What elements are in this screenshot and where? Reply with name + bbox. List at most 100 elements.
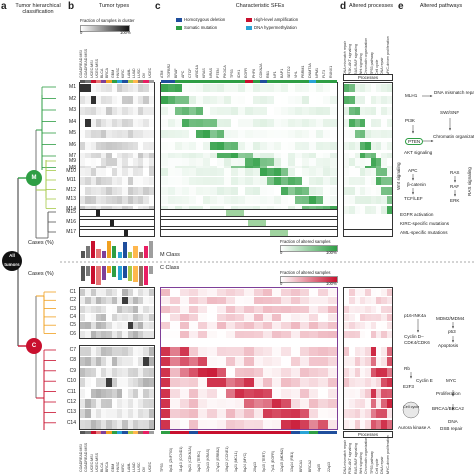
sfe-cell-c bbox=[272, 289, 282, 296]
process-cell-c bbox=[381, 297, 387, 305]
cluster-label: M13 bbox=[66, 196, 76, 202]
sfe-type-swatch bbox=[266, 80, 274, 83]
sfe-type-swatch bbox=[315, 80, 323, 83]
sfe-cell-m bbox=[196, 158, 204, 166]
sfe-cell-c bbox=[272, 330, 282, 338]
sfe-cell-m bbox=[203, 186, 211, 195]
m-scale-title: Fraction of altered samples bbox=[280, 239, 331, 244]
sfe-cell-m bbox=[168, 141, 176, 150]
tumor-type-cell bbox=[106, 158, 112, 166]
sfe-type-swatch bbox=[207, 431, 217, 434]
sfe-label-c: 7p11 (EGFR) bbox=[271, 450, 276, 472]
sfe-cell-m bbox=[266, 196, 274, 204]
cluster-label: M3 bbox=[69, 107, 76, 113]
sfe-cell-m bbox=[161, 167, 169, 176]
sfe-cell-m bbox=[315, 84, 323, 92]
sfe-cell-m bbox=[280, 167, 288, 176]
process-cell-c bbox=[370, 378, 376, 388]
tumor-type-cell bbox=[90, 388, 96, 398]
tumor-type-cell bbox=[95, 177, 102, 185]
process-cell-m bbox=[386, 84, 392, 92]
tumor-type-cell bbox=[138, 289, 144, 296]
tumor-type-cell bbox=[95, 378, 102, 388]
tumor-type-label: LAML bbox=[126, 462, 131, 472]
sfe-cell-c bbox=[327, 330, 337, 338]
tumor-type-cell bbox=[138, 158, 144, 166]
sfe-cell-c bbox=[318, 378, 328, 388]
process-cell-m bbox=[386, 118, 392, 127]
legend-label: DNA hypermethylation bbox=[254, 25, 297, 30]
process-cell-m bbox=[360, 196, 366, 204]
tumor-type-cell bbox=[127, 357, 133, 367]
tumor-type-cell bbox=[101, 313, 107, 321]
process-cell-c bbox=[349, 419, 355, 429]
sfe-cell-c bbox=[272, 305, 282, 313]
sfe-cell-c bbox=[207, 289, 217, 296]
tumor-type-cell bbox=[106, 167, 112, 176]
m-specific-fill-b bbox=[124, 230, 128, 236]
tumor-type-label: BRCA bbox=[105, 68, 110, 78]
tumor-type-cell bbox=[111, 141, 117, 150]
tumor-type-cell bbox=[106, 196, 112, 204]
process-cell-m bbox=[376, 95, 382, 104]
sfe-cell-c bbox=[318, 289, 328, 296]
sfe-cell-m bbox=[210, 167, 218, 176]
sfe-type-swatch bbox=[238, 80, 246, 83]
tumor-type-cell bbox=[90, 305, 96, 313]
sfe-cell-c bbox=[262, 357, 273, 367]
sfe-cell-c bbox=[161, 357, 171, 367]
process-cell-c bbox=[376, 419, 382, 429]
sfe-cell-m bbox=[175, 177, 183, 185]
sfe-cell-m bbox=[322, 130, 330, 138]
tumor-type-cell bbox=[127, 367, 133, 377]
sfe-label-m: BRAF bbox=[174, 68, 179, 78]
sfe-cell-m bbox=[231, 107, 239, 115]
sfe-cell-c bbox=[290, 367, 300, 377]
process-label: Chromatin organization bbox=[364, 37, 369, 75]
sfe-label-c: 3q26 (TERC) bbox=[197, 450, 202, 472]
process-cell-c bbox=[354, 322, 360, 330]
panel-b-letter: b bbox=[68, 1, 75, 12]
process-cell-c bbox=[376, 289, 382, 296]
process-cell-c bbox=[354, 347, 360, 356]
process-cell-c bbox=[344, 367, 350, 377]
tumor-type-cell bbox=[143, 107, 149, 115]
tumor-type-cell bbox=[111, 186, 117, 195]
process-cell-m bbox=[370, 153, 376, 161]
sfe-cell-c bbox=[207, 419, 217, 429]
tumor-type-cell bbox=[132, 130, 139, 138]
sfe-cell-m bbox=[161, 130, 169, 138]
sfe-cell-c bbox=[235, 357, 245, 367]
process-label: Cell cycle bbox=[375, 458, 379, 474]
sfe-cell-m bbox=[175, 84, 183, 92]
process-cell-c bbox=[386, 399, 392, 408]
tumor-type-cell bbox=[127, 118, 133, 127]
tumor-type-cell bbox=[85, 388, 91, 398]
c-scale-bar bbox=[280, 276, 338, 283]
sfe-cell-c bbox=[290, 322, 300, 330]
cluster-label: M14 bbox=[66, 205, 76, 212]
cases-bar-m bbox=[96, 249, 101, 258]
sfe-label-c: 4q35 bbox=[317, 464, 322, 472]
tumor-type-cell bbox=[95, 419, 102, 429]
tumor-type-cell bbox=[117, 289, 123, 296]
sfe-cell-c bbox=[188, 289, 199, 296]
panel-d-title: Altered processes bbox=[348, 3, 394, 9]
process-cell-m bbox=[365, 196, 371, 204]
process-cell-m bbox=[370, 141, 376, 150]
tumor-type-cell bbox=[132, 322, 139, 330]
sfe-cell-m bbox=[252, 130, 260, 138]
process-cell-m bbox=[365, 186, 371, 195]
sfe-cell-c bbox=[253, 289, 263, 296]
sfe-label-m: APC bbox=[181, 70, 186, 78]
m-specific-row-b bbox=[79, 229, 155, 237]
tumor-type-cell bbox=[143, 409, 149, 419]
tumor-type-cell bbox=[138, 409, 144, 419]
tumor-type-cell bbox=[111, 409, 117, 419]
sfe-cell-m bbox=[175, 167, 183, 176]
sfe-cell-c bbox=[179, 378, 189, 388]
sfe-cell-c bbox=[244, 330, 254, 338]
sfe-cell-c bbox=[290, 388, 300, 398]
tumor-type-cell bbox=[101, 130, 107, 138]
sfe-cell-m bbox=[287, 130, 295, 138]
